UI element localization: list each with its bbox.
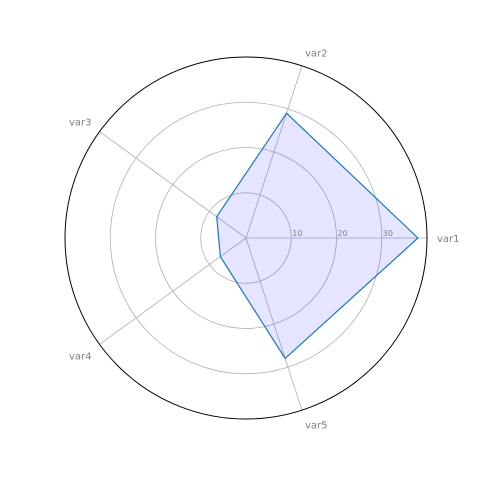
series-line bbox=[216, 112, 419, 360]
label-layer: 10 20 30 var1 var2 var3 var4 var5 bbox=[69, 48, 460, 431]
category-label: var5 bbox=[305, 421, 328, 432]
category-label: var3 bbox=[69, 118, 92, 129]
series-layer bbox=[216, 112, 419, 360]
category-label: var4 bbox=[69, 351, 92, 362]
outer-ring bbox=[64, 56, 428, 420]
grid-circle bbox=[155, 147, 337, 329]
grid-circle bbox=[200, 192, 292, 284]
grid-circle bbox=[109, 101, 383, 375]
r-tick-label: 20 bbox=[338, 229, 348, 238]
r-tick-label: 10 bbox=[292, 229, 302, 238]
grid-layer bbox=[64, 56, 428, 420]
series-area bbox=[216, 113, 418, 359]
category-label: var2 bbox=[305, 48, 328, 59]
r-tick-label: 30 bbox=[383, 229, 393, 238]
category-label: var1 bbox=[437, 234, 460, 245]
